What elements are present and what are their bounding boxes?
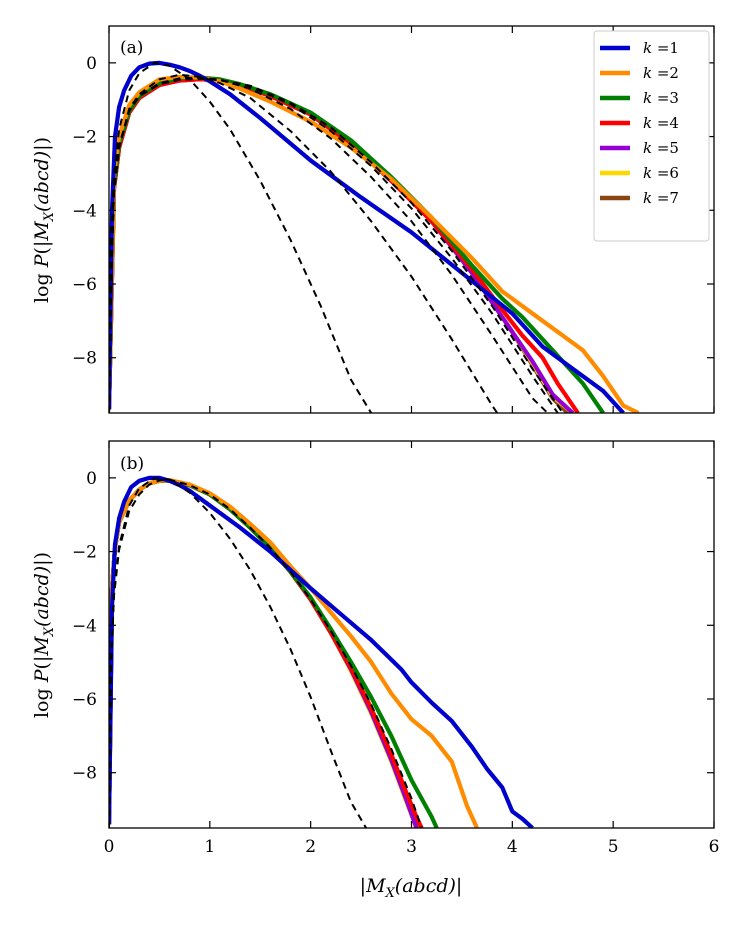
dashed-fit-line-fit-1 bbox=[109, 61, 373, 413]
legend-entries: k =1k =2k =3k =4k =5k =6k =7 bbox=[600, 39, 679, 207]
legend-value: =1 bbox=[652, 39, 679, 57]
legend-value: =4 bbox=[652, 114, 679, 132]
y-label-sub: X bbox=[42, 211, 57, 222]
y-label-m: M bbox=[31, 636, 53, 657]
legend-k: k bbox=[643, 139, 652, 157]
y-tick-label: −6 bbox=[72, 690, 97, 710]
y-label-m: M bbox=[31, 221, 53, 242]
y-tick-label: 0 bbox=[86, 54, 97, 74]
panel-a-label: (a) bbox=[120, 38, 143, 58]
legend-value: =2 bbox=[652, 64, 679, 82]
x-label-open: | bbox=[360, 875, 366, 897]
y-label-arg: (abcd) bbox=[31, 566, 53, 627]
y-tick-label: −4 bbox=[72, 616, 97, 636]
series-line-k-1 bbox=[109, 60, 625, 413]
y-tick-label: −8 bbox=[72, 349, 97, 369]
series-line-k-2 bbox=[109, 478, 479, 828]
panel-a: 0−2−4−6−8 (a) log P(|MX(abcd)|) k =1k =2… bbox=[31, 25, 715, 414]
x-tick-label: 3 bbox=[406, 837, 417, 857]
x-tick-label: 2 bbox=[305, 837, 316, 857]
legend-k: k bbox=[643, 39, 652, 57]
legend-label: k =3 bbox=[643, 89, 679, 107]
x-tick-label: 0 bbox=[104, 837, 115, 857]
x-label-m: M bbox=[365, 875, 386, 897]
panel-b: 0 1 2 3 4 5 60−2−4−6−8 (b) log P(|MX(abcd)|) |… bbox=[31, 440, 719, 901]
legend-label: k =1 bbox=[643, 39, 679, 57]
y-tick-label: −8 bbox=[72, 764, 97, 784]
legend-label: k =6 bbox=[643, 164, 679, 182]
y-label-p: P bbox=[31, 253, 53, 268]
panel-b-plot-area bbox=[109, 475, 534, 828]
y-tick-label: −4 bbox=[72, 201, 97, 221]
svg-text:log P(|MX(abcd)|): log P(|MX(abcd)|) bbox=[31, 552, 57, 718]
legend-k: k bbox=[643, 64, 652, 82]
legend-value: =5 bbox=[652, 139, 679, 157]
dashed-fit-line-fit-1 bbox=[109, 476, 367, 828]
y-label-log: log bbox=[31, 682, 53, 718]
legend-value: =6 bbox=[652, 164, 679, 182]
panel-b-x-axis-label: |MX(abcd)| bbox=[360, 875, 463, 901]
x-label-arg: (abcd) bbox=[395, 875, 456, 897]
dashed-fit-line-fit-5 bbox=[109, 77, 564, 413]
legend-box bbox=[593, 30, 710, 242]
y-label-open: (| bbox=[31, 656, 53, 670]
y-label-log: log bbox=[31, 267, 53, 303]
y-label-arg: (abcd) bbox=[31, 151, 53, 212]
y-label-p: P bbox=[31, 668, 53, 683]
legend-k: k bbox=[643, 89, 652, 107]
x-tick-label: 6 bbox=[709, 837, 720, 857]
series-line-k-1 bbox=[109, 475, 534, 828]
legend-label: k =2 bbox=[643, 64, 679, 82]
panel-b-label: (b) bbox=[120, 454, 144, 474]
legend-label: k =5 bbox=[643, 139, 679, 157]
y-tick-label: −2 bbox=[72, 128, 97, 148]
legend-value: =3 bbox=[652, 89, 679, 107]
legend: k =1k =2k =3k =4k =5k =6k =7 bbox=[593, 30, 710, 242]
svg-text:|MX(abcd)|: |MX(abcd)| bbox=[360, 875, 463, 901]
y-label-close: |) bbox=[31, 137, 53, 151]
dashed-fit-line-fit-k bbox=[109, 478, 423, 828]
svg-text:log P(|MX(abcd)|): log P(|MX(abcd)|) bbox=[31, 137, 57, 303]
panel-a-plot-area bbox=[109, 60, 640, 413]
legend-value: =7 bbox=[652, 189, 679, 207]
x-tick-label: 4 bbox=[507, 837, 518, 857]
y-label-close: |) bbox=[31, 552, 53, 566]
y-tick-label: −2 bbox=[72, 543, 97, 563]
y-label-open: (| bbox=[31, 241, 53, 255]
y-tick-label: −6 bbox=[72, 275, 97, 295]
series-line-k-2 bbox=[109, 74, 640, 413]
panel-b-y-axis-label: log P(|MX(abcd)|) bbox=[31, 552, 57, 718]
panel-a-ticks: 0 −2 −4 −6 −8 bbox=[72, 26, 715, 413]
legend-k: k bbox=[643, 164, 652, 182]
legend-k: k bbox=[643, 189, 652, 207]
y-label-sub: X bbox=[42, 626, 57, 637]
x-tick-label: 5 bbox=[608, 837, 619, 857]
legend-label: k =7 bbox=[643, 189, 679, 207]
panel-b-ticks: 0 1 2 3 4 5 6 0 −2 −4 −6 −8 bbox=[72, 441, 719, 857]
x-label-sub: X bbox=[385, 886, 396, 901]
x-label-close: | bbox=[456, 875, 462, 897]
panel-a-y-axis-label: log P(|MX(abcd)|) bbox=[31, 137, 57, 303]
legend-k: k bbox=[643, 114, 652, 132]
legend-label: k =4 bbox=[643, 114, 679, 132]
x-tick-label: 1 bbox=[204, 837, 215, 857]
y-tick-label: 0 bbox=[86, 469, 97, 489]
